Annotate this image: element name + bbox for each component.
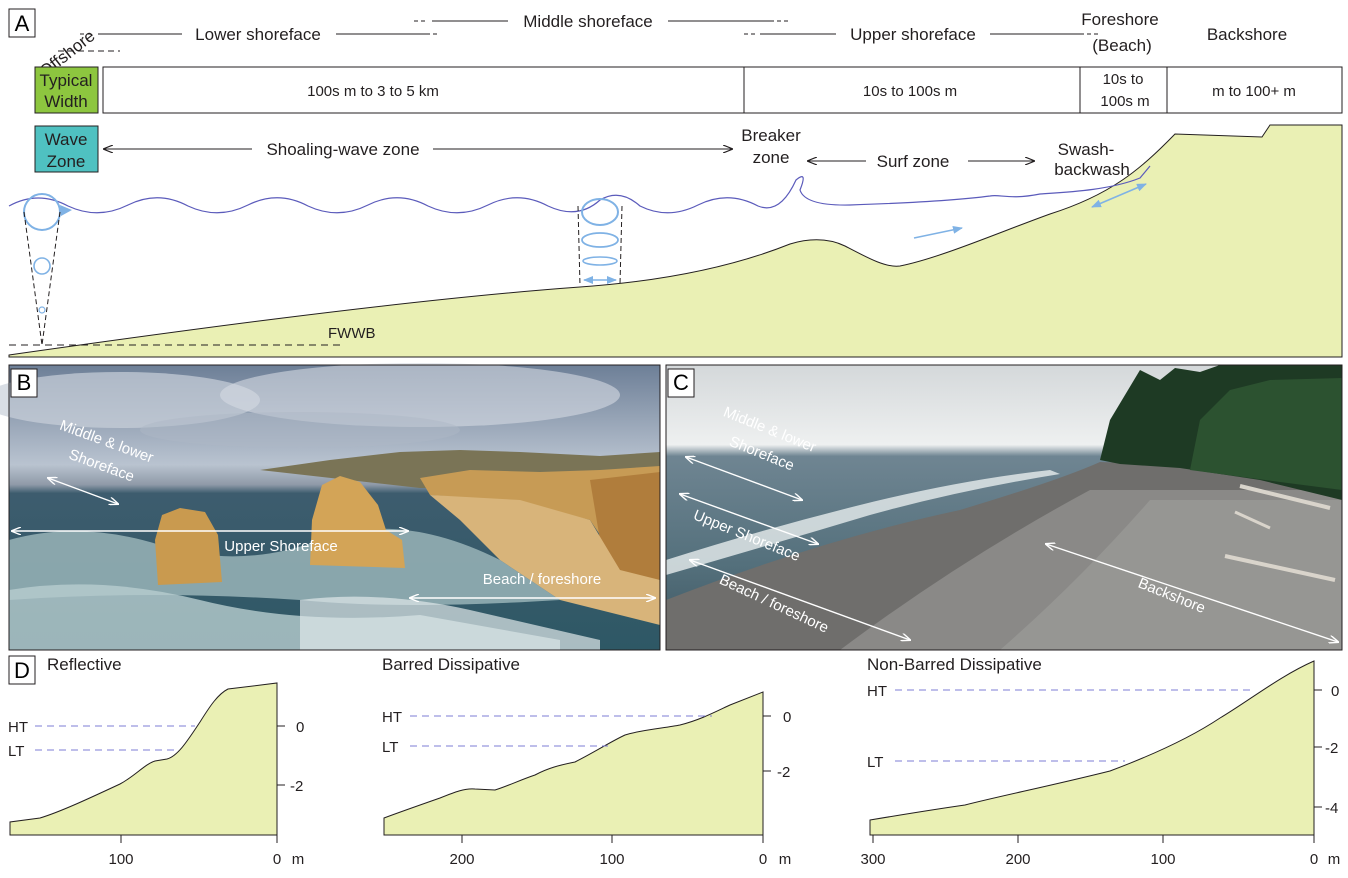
typical-width-label-1: Typical bbox=[40, 71, 93, 90]
x-tick-barred-200: 200 bbox=[449, 851, 474, 868]
x-tick-non-barred-100: 100 bbox=[1150, 851, 1175, 868]
swash-label-1: Swash- bbox=[1058, 140, 1115, 159]
zone-upper-shoreface: Upper shoreface bbox=[850, 25, 976, 44]
panel-b-letter-box bbox=[10, 368, 38, 398]
panel-c-letter: C bbox=[673, 370, 689, 395]
typical-width-table bbox=[102, 66, 1343, 114]
c-arrow-beach bbox=[690, 560, 910, 640]
surf-zone: Surf zone bbox=[877, 152, 950, 171]
x-tick-non-barred-300: 300 bbox=[860, 851, 885, 868]
y-tick-reflective-0: 0 bbox=[296, 719, 304, 736]
unit-reflective: m bbox=[292, 851, 305, 868]
b-label-beach: Beach / foreshore bbox=[483, 571, 601, 588]
panel-a: A Offshore Lower shoreface Middle shoref… bbox=[8, 8, 1343, 358]
width-cell-shoreface: 100s m to 3 to 5 km bbox=[307, 83, 439, 100]
typical-width-label-2: Width bbox=[44, 92, 87, 111]
profile-title-reflective: Reflective bbox=[47, 655, 122, 674]
y-tick-reflective-2: -2 bbox=[290, 778, 303, 795]
width-cell-foreshore-2: 100s m bbox=[1100, 93, 1149, 110]
swash-label-2: backwash bbox=[1054, 160, 1130, 179]
b-label-upper-shoreface: Upper Shoreface bbox=[224, 538, 337, 555]
lt-label-non-barred: LT bbox=[867, 754, 883, 771]
deep-water-orbitals bbox=[23, 193, 72, 346]
lt-label-barred: LT bbox=[382, 739, 398, 756]
c-arrow-backshore bbox=[1046, 544, 1338, 642]
x-tick-reflective-100: 100 bbox=[108, 851, 133, 868]
panel-c-letter-box bbox=[667, 368, 695, 398]
profile-title-barred: Barred Dissipative bbox=[382, 655, 520, 674]
zone-middle-shoreface: Middle shoreface bbox=[523, 12, 652, 31]
water-surface bbox=[8, 165, 1151, 214]
fwwb-label: FWWB bbox=[328, 325, 375, 342]
y-tick-barred-0: 0 bbox=[783, 709, 791, 726]
x-tick-non-barred-0: 0 bbox=[1310, 851, 1318, 868]
zone-lower-shoreface: Lower shoreface bbox=[195, 25, 321, 44]
ht-label-non-barred: HT bbox=[867, 683, 887, 700]
sediment-profile bbox=[8, 124, 1343, 358]
y-tick-barred-2: -2 bbox=[777, 764, 790, 781]
panel-b-photo bbox=[0, 363, 661, 651]
profile-barred-dissipative: Barred Dissipative HT LT 0 -2 200 100 0 … bbox=[382, 655, 791, 868]
zone-foreshore: Foreshore bbox=[1081, 10, 1158, 29]
wave-zone-label-2: Zone bbox=[47, 152, 86, 171]
ht-label-barred: HT bbox=[382, 709, 402, 726]
breaker-zone-2: zone bbox=[753, 148, 790, 167]
zone-divider-lines bbox=[58, 20, 1098, 52]
profile-reflective: Reflective HT LT 0 -2 100 0 m bbox=[8, 655, 304, 868]
x-tick-non-barred-200: 200 bbox=[1005, 851, 1030, 868]
width-cell-foreshore-1: 10s to bbox=[1103, 71, 1144, 88]
panel-a-letter-box bbox=[8, 8, 36, 38]
x-tick-barred-100: 100 bbox=[599, 851, 624, 868]
shoaling-wave-zone: Shoaling-wave zone bbox=[266, 140, 419, 159]
zone-backshore: Backshore bbox=[1207, 25, 1287, 44]
shoaling-orbitals bbox=[577, 198, 623, 287]
zone-beach: (Beach) bbox=[1092, 36, 1152, 55]
panel-a-letter: A bbox=[15, 11, 30, 36]
c-arrow-upper bbox=[680, 494, 818, 544]
b-arrow-middle-lower bbox=[48, 478, 118, 504]
swash-arrow bbox=[1091, 183, 1147, 208]
wave-zone-label-1: Wave bbox=[45, 130, 88, 149]
x-tick-barred-0: 0 bbox=[759, 851, 767, 868]
panel-d-letter: D bbox=[14, 658, 30, 683]
y-tick-non-barred-2: -2 bbox=[1325, 740, 1338, 757]
panel-d-letter-box bbox=[8, 655, 36, 685]
lt-label-reflective: LT bbox=[8, 743, 24, 760]
breaker-zone-1: Breaker bbox=[741, 126, 801, 145]
profile-non-barred-dissipative: Non-Barred Dissipative HT LT 0 -2 -4 300… bbox=[860, 655, 1340, 868]
panel-b-letter: B bbox=[17, 370, 32, 395]
y-tick-non-barred-0: 0 bbox=[1331, 683, 1339, 700]
y-tick-non-barred-4: -4 bbox=[1325, 800, 1338, 817]
wave-zone-label-box bbox=[34, 125, 99, 173]
unit-barred: m bbox=[779, 851, 792, 868]
width-cell-upper: 10s to 100s m bbox=[863, 83, 957, 100]
profile-title-non-barred: Non-Barred Dissipative bbox=[867, 655, 1042, 674]
unit-non-barred: m bbox=[1328, 851, 1341, 868]
typical-width-label-box bbox=[34, 66, 99, 114]
width-cell-backshore: m to 100+ m bbox=[1212, 83, 1296, 100]
x-tick-reflective-0: 0 bbox=[273, 851, 281, 868]
onshore-current-arrow bbox=[913, 225, 963, 239]
ht-label-reflective: HT bbox=[8, 719, 28, 736]
